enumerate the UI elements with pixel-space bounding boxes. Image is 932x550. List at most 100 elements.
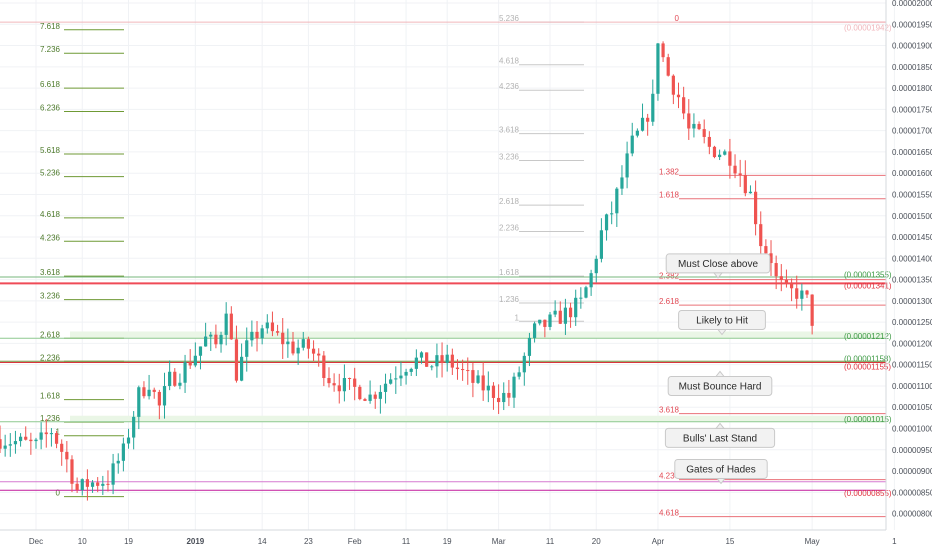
candle-body [116, 460, 120, 464]
candle-body [646, 117, 650, 122]
fib-mid-label: 4.236 [499, 82, 520, 91]
fib-right-label: 1.618 [659, 191, 680, 200]
candle-body [497, 397, 501, 403]
candle-body [548, 314, 552, 327]
time-tick-label: 11 [546, 537, 555, 546]
candle-body [250, 331, 254, 341]
price-tick-label: 0.00001500 [892, 212, 932, 221]
fib-mid-label: 2.236 [499, 224, 520, 233]
candle-body [805, 290, 809, 295]
candle-body [743, 175, 747, 194]
candle-body [13, 441, 18, 445]
price-tick-label: 0.00001850 [892, 63, 932, 72]
candle-body [327, 378, 331, 384]
candle-body [389, 379, 393, 384]
candle-body [75, 483, 79, 491]
candle-body [183, 362, 187, 383]
candle-body [728, 151, 732, 166]
candle-body [522, 355, 526, 373]
candle-body [666, 57, 670, 76]
candle-body [291, 341, 295, 354]
fib-left-label: 6.236 [40, 104, 61, 113]
candle-body [270, 322, 275, 332]
support-zone [70, 331, 886, 339]
price-tick-label: 0.00000900 [892, 467, 932, 476]
candle-body [697, 123, 701, 130]
candle-body [435, 355, 439, 367]
fib-left-label: 0 [56, 489, 61, 498]
candle-body [49, 433, 54, 435]
candle-body [635, 130, 639, 136]
callout-group: Likely to Hit [678, 310, 766, 336]
candle-body [527, 337, 532, 356]
candle-body [543, 319, 547, 327]
price-tick-label: 0.00000850 [892, 488, 932, 497]
candle-body [419, 352, 424, 358]
candle-body [517, 372, 521, 377]
candle-body [121, 443, 125, 461]
candle-body [358, 386, 362, 400]
candle-body [795, 288, 799, 299]
price-tag-label: (0.00001942) [844, 24, 892, 33]
candle-body [240, 356, 244, 381]
time-axis[interactable]: Dec 10 19 2019 14 23 Feb 11 19 Mar 11 20 Apr 15 May 1 [29, 537, 897, 546]
candle-body [481, 375, 485, 391]
price-tick-label: 0.00000800 [892, 510, 932, 519]
candle-body [234, 339, 239, 381]
callout-pointer [716, 329, 728, 336]
candle-body [296, 347, 300, 354]
price-tag-label: (0.00001155) [844, 362, 891, 371]
candle-body [0, 439, 2, 449]
candle-body [640, 117, 645, 131]
candle-body [229, 313, 233, 340]
callout-group: Must Close above [665, 253, 771, 279]
candle-body [353, 378, 357, 387]
candle-body [584, 287, 588, 298]
fib-left-label: 1.236 [40, 414, 61, 423]
candle-body [157, 391, 161, 406]
candle-body [126, 437, 131, 444]
price-tag-label: (0.00001341) [844, 282, 892, 291]
candle-body [466, 370, 470, 372]
price-tag-label: (0.00001015) [844, 415, 892, 424]
candle-body [810, 294, 814, 326]
fib-left-label: 1 [56, 428, 61, 437]
candle-body [137, 387, 141, 417]
price-axis[interactable]: 0.00002000 0.00001950 0.00001900 0.00001850… [892, 0, 932, 519]
candle-body [476, 375, 480, 383]
time-tick-label: 11 [402, 537, 411, 546]
price-tick-label: 0.00001950 [892, 20, 932, 29]
fib-left-label: 2.618 [40, 330, 61, 339]
price-tick-label: 0.00001550 [892, 190, 932, 199]
time-tick-label: 1 [892, 537, 897, 546]
candle-body [507, 392, 511, 398]
callout-label: Bulls' Last Stand [683, 433, 757, 444]
candle-body [347, 378, 352, 380]
candle-body [162, 386, 167, 406]
candle-body [322, 355, 326, 379]
candle-body [342, 378, 346, 392]
time-tick-label: 19 [124, 537, 133, 546]
candle-body [671, 75, 675, 95]
candle-body [568, 307, 573, 318]
price-tick-label: 0.00001000 [892, 425, 932, 434]
candle-body [615, 188, 619, 214]
callout-group: Must Bounce Hard [667, 370, 773, 396]
candle-body [255, 331, 259, 339]
price-tag-label: (0.00000855) [844, 489, 892, 498]
fib-left-label: 4.618 [40, 210, 61, 219]
candle-body [733, 165, 737, 174]
candle-body [687, 113, 691, 129]
candle-body [168, 371, 172, 387]
candle-body [574, 297, 578, 318]
candle-body [281, 332, 285, 345]
candle-body [39, 432, 43, 440]
candle-body [748, 191, 753, 194]
candle-body [363, 399, 367, 401]
candle-body [558, 310, 562, 324]
price-tick-label: 0.00001700 [892, 127, 932, 136]
callout-pointer [712, 272, 724, 279]
candle-body [630, 135, 634, 154]
candle-body [60, 443, 64, 452]
